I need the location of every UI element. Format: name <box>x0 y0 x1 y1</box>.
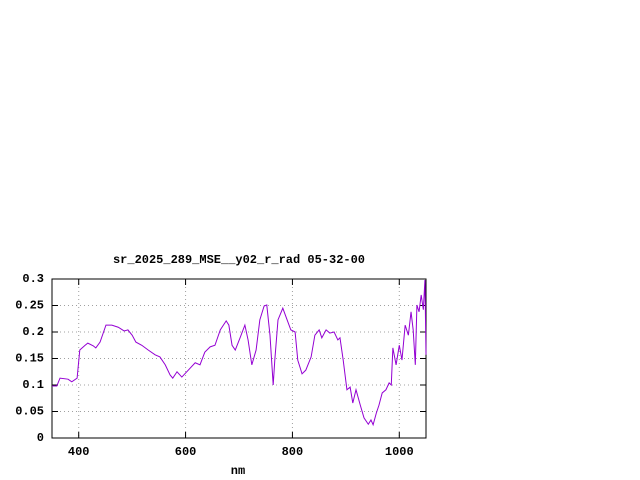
x-tick-label: 600 <box>175 445 197 459</box>
y-tick-label: 0.05 <box>15 405 44 419</box>
data-line <box>52 280 427 427</box>
y-tick-label: 0.3 <box>22 272 44 286</box>
y-tick-label: 0.2 <box>22 325 44 339</box>
x-tick-label: 1000 <box>385 445 414 459</box>
y-tick-label: 0.1 <box>22 378 44 392</box>
y-tick-label: 0 <box>37 431 44 445</box>
x-tick-label: 400 <box>68 445 90 459</box>
x-axis-label: nm <box>231 464 245 478</box>
x-tick-label: 800 <box>282 445 304 459</box>
y-tick-label: 0.25 <box>15 299 44 313</box>
chart-title: sr_2025_289_MSE__y02_r_rad 05-32-00 <box>113 253 365 267</box>
y-tick-label: 0.15 <box>15 352 44 366</box>
plot-frame <box>51 278 427 439</box>
